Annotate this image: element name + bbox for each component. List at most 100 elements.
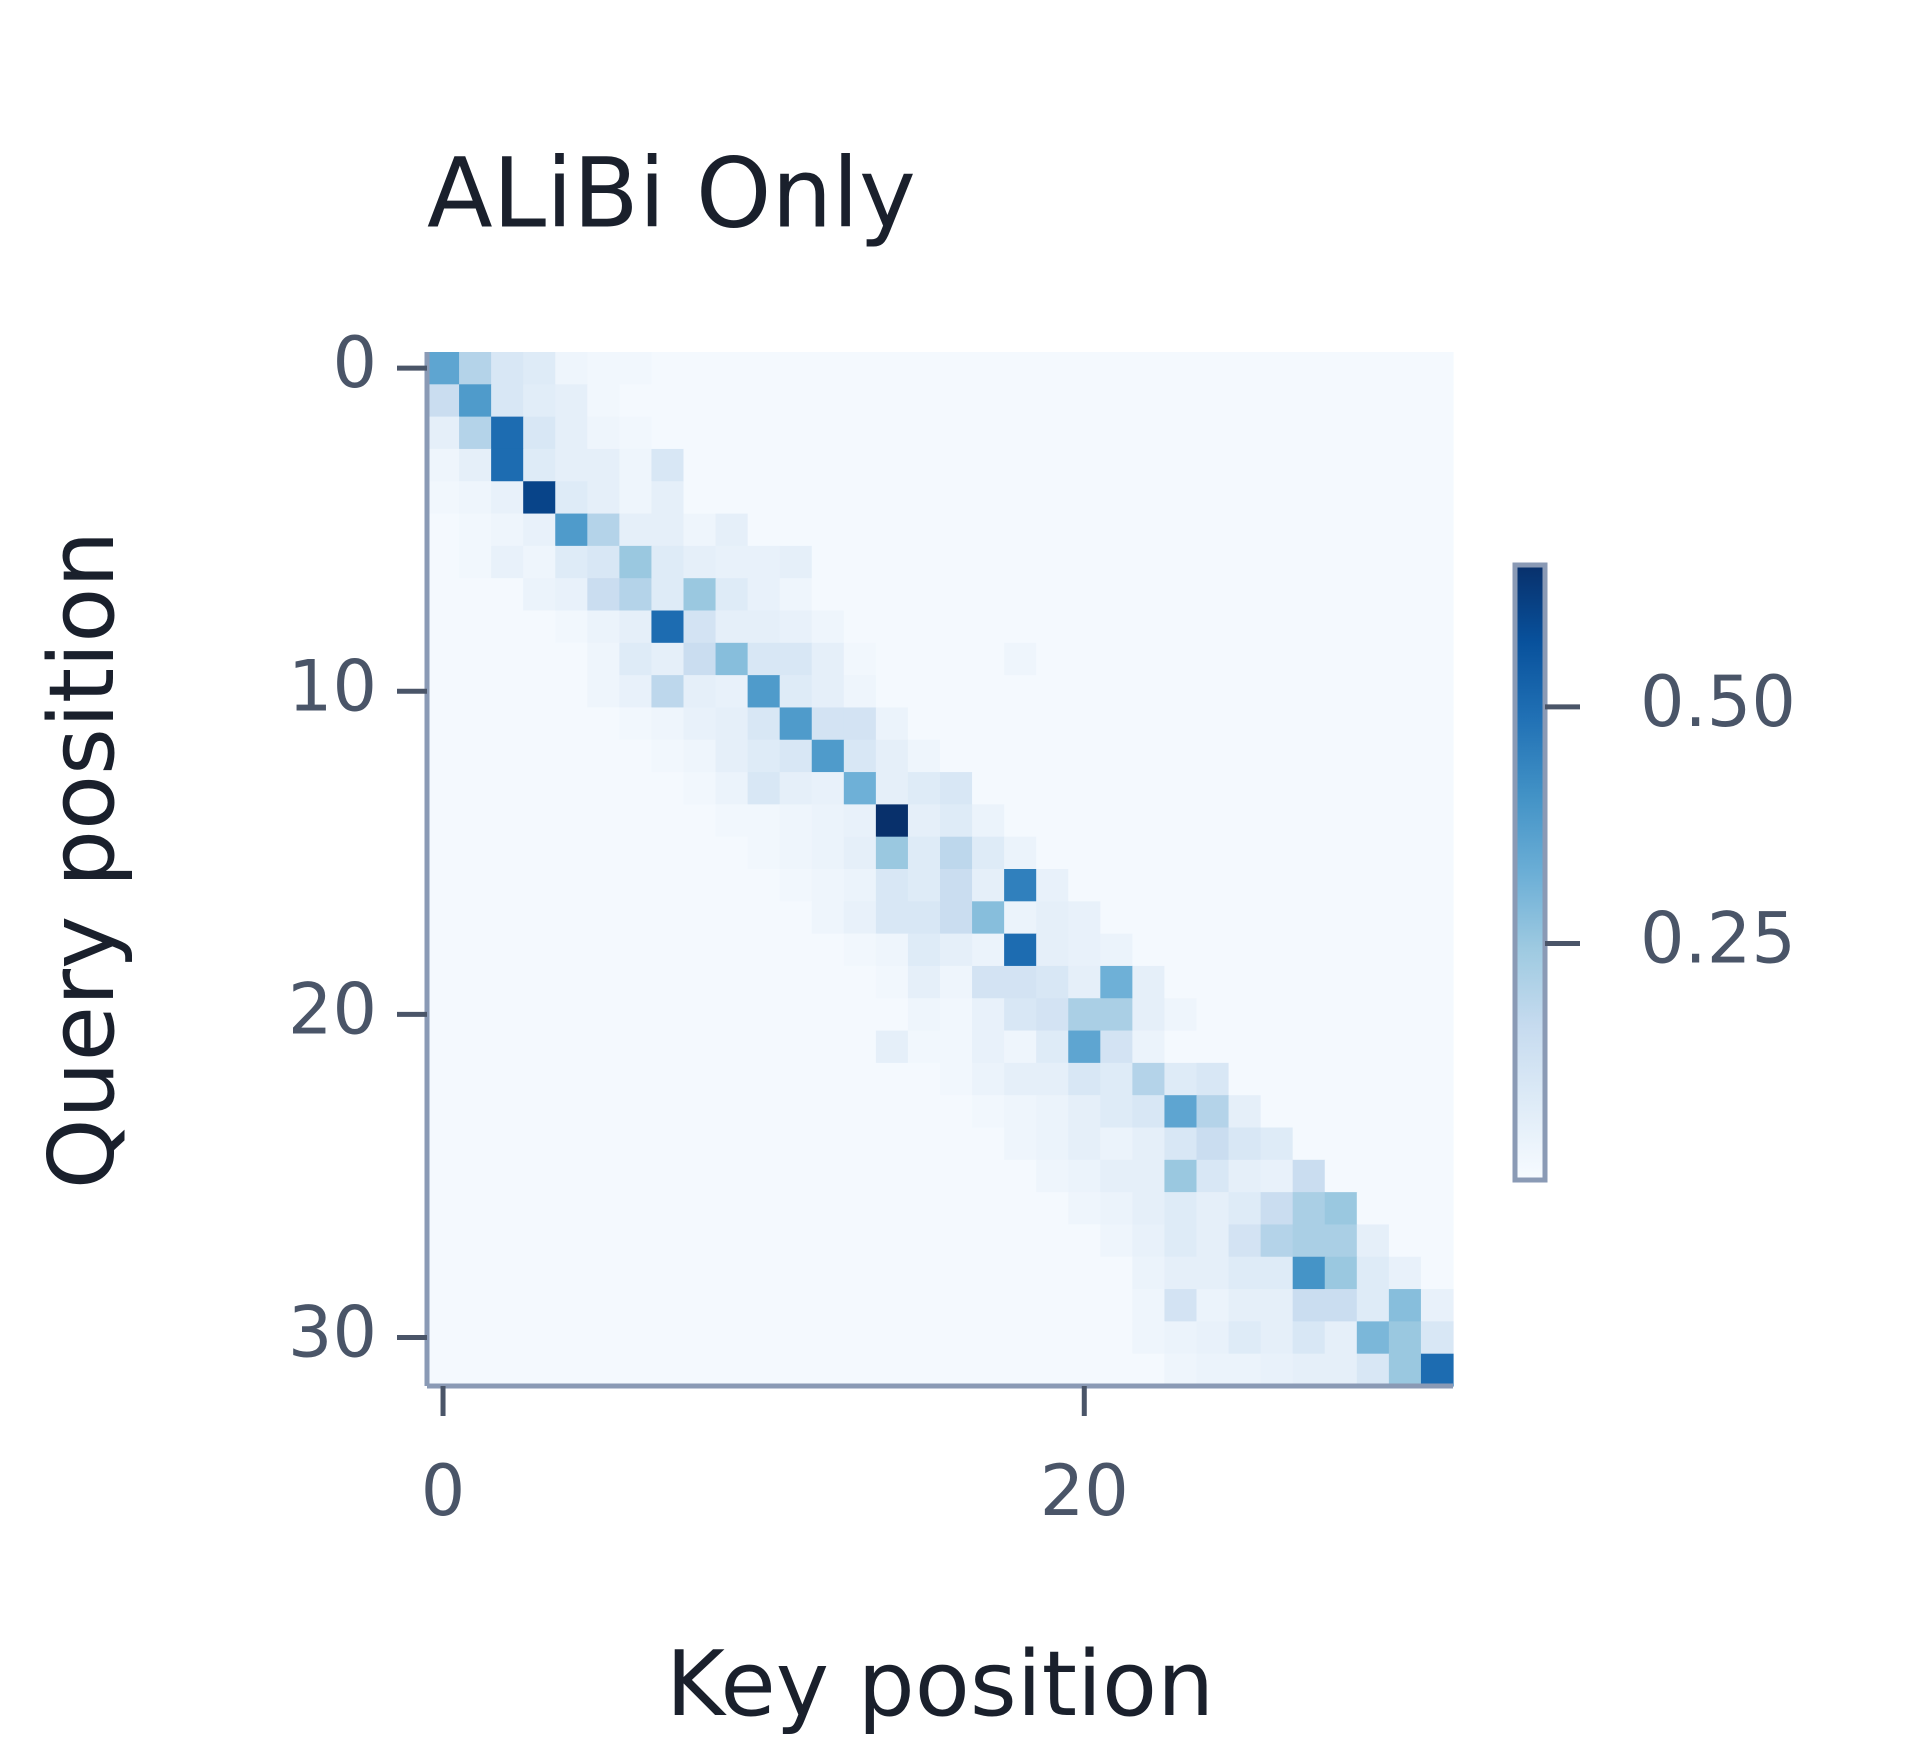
- cell: [1356, 739, 1390, 773]
- cell: [907, 610, 941, 644]
- cell: [1292, 1192, 1326, 1226]
- cell: [1260, 384, 1294, 418]
- cell: [683, 513, 717, 547]
- cell: [1324, 1062, 1358, 1096]
- cell: [1164, 1030, 1198, 1064]
- cell: [1164, 352, 1198, 385]
- cell: [1324, 1159, 1358, 1193]
- cell: [619, 513, 653, 547]
- cell: [523, 1256, 556, 1290]
- cell: [1420, 772, 1454, 805]
- cell: [972, 772, 1005, 805]
- cell: [651, 707, 685, 741]
- cell: [555, 901, 588, 935]
- cell: [747, 707, 781, 741]
- cell: [1068, 1030, 1101, 1064]
- cell: [459, 448, 492, 482]
- cell: [1068, 416, 1101, 450]
- cell: [1228, 545, 1262, 579]
- cell: [427, 545, 460, 579]
- cell: [1356, 610, 1390, 644]
- cell: [555, 1192, 588, 1226]
- cell: [1196, 1030, 1230, 1064]
- cell: [1132, 804, 1166, 838]
- cell: [427, 642, 460, 676]
- cell: [715, 836, 749, 870]
- cell: [1004, 836, 1037, 870]
- cell: [1388, 707, 1422, 741]
- cell: [1164, 1159, 1198, 1193]
- cell: [1004, 578, 1037, 612]
- cell: [715, 772, 749, 805]
- cell: [523, 707, 556, 741]
- cell: [972, 642, 1005, 676]
- cell: [843, 933, 877, 967]
- cell: [1324, 965, 1358, 999]
- cell: [587, 416, 620, 450]
- cell: [1068, 352, 1101, 385]
- cell: [523, 610, 556, 644]
- cell: [1132, 739, 1166, 773]
- cell: [1196, 1095, 1230, 1129]
- x-tick-label: 0: [421, 1450, 466, 1532]
- cell: [523, 384, 556, 418]
- cell: [1420, 352, 1454, 385]
- cell: [843, 869, 877, 902]
- cell: [1260, 933, 1294, 967]
- cell: [747, 933, 781, 967]
- cell: [1068, 998, 1101, 1032]
- cell: [907, 448, 941, 482]
- cell: [779, 1256, 813, 1290]
- cell: [779, 739, 813, 773]
- cell: [619, 481, 653, 515]
- cell: [555, 1127, 588, 1161]
- cell: [1324, 1030, 1358, 1064]
- cell: [779, 448, 813, 482]
- cell: [555, 1062, 588, 1096]
- cell: [1068, 545, 1101, 579]
- cell: [523, 675, 556, 709]
- cell: [555, 384, 588, 418]
- cell: [1132, 481, 1166, 515]
- cell: [972, 739, 1005, 773]
- cell: [747, 772, 781, 805]
- cell: [1100, 804, 1133, 838]
- cell: [972, 901, 1005, 935]
- cell: [972, 352, 1005, 385]
- cell: [1132, 610, 1166, 644]
- cell: [1420, 545, 1454, 579]
- cell: [1036, 642, 1069, 676]
- cell: [875, 578, 909, 612]
- cell: [715, 1353, 749, 1387]
- cell: [843, 1224, 877, 1258]
- cell: [747, 1289, 781, 1322]
- cell: [619, 1353, 653, 1387]
- cell: [427, 1192, 460, 1226]
- cell: [747, 384, 781, 418]
- y-tick-label: 30: [288, 1292, 377, 1374]
- cell: [972, 545, 1005, 579]
- cell: [843, 1030, 877, 1064]
- cell: [1132, 642, 1166, 676]
- cell: [459, 675, 492, 709]
- cell: [523, 1127, 556, 1161]
- cell: [427, 998, 460, 1032]
- cell: [1100, 1224, 1133, 1258]
- cell: [587, 513, 620, 547]
- cell: [1004, 1289, 1037, 1322]
- cell: [619, 1321, 653, 1355]
- cell: [940, 384, 973, 418]
- cell: [1228, 933, 1262, 967]
- cell: [1356, 901, 1390, 935]
- cell: [683, 933, 717, 967]
- cell: [1388, 1289, 1422, 1322]
- cell: [1132, 933, 1166, 967]
- cell: [1356, 998, 1390, 1032]
- cell: [1164, 836, 1198, 870]
- cell: [459, 901, 492, 935]
- cell: [427, 578, 460, 612]
- cell: [972, 610, 1005, 644]
- cell: [940, 739, 973, 773]
- cell: [651, 1127, 685, 1161]
- cell: [683, 1289, 717, 1322]
